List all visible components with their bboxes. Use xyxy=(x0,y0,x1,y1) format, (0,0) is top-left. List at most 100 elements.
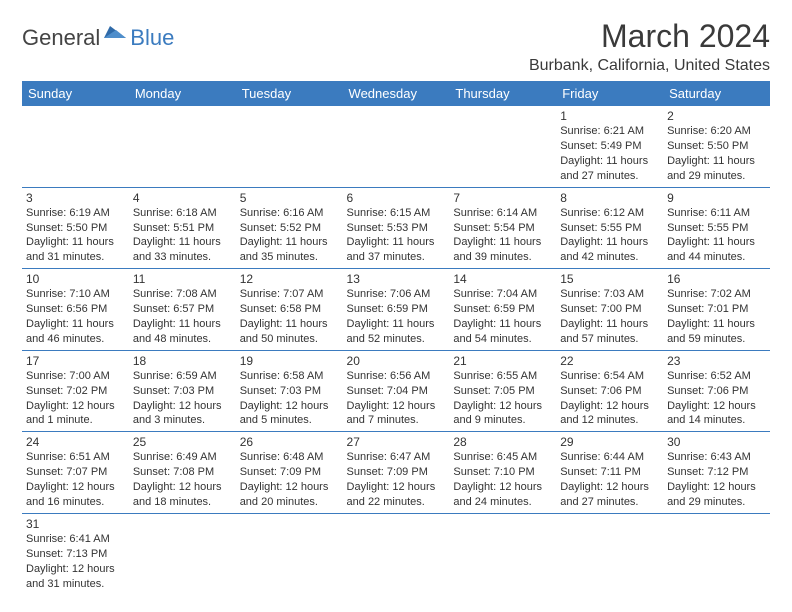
cell-line: Sunset: 7:09 PM xyxy=(240,465,339,480)
calendar-cell: 30Sunrise: 6:43 AMSunset: 7:12 PMDayligh… xyxy=(663,432,770,514)
calendar-cell: 15Sunrise: 7:03 AMSunset: 7:00 PMDayligh… xyxy=(556,269,663,351)
cell-line: and 59 minutes. xyxy=(667,332,766,347)
cell-line: and 1 minute. xyxy=(26,413,125,428)
cell-line: Daylight: 12 hours xyxy=(667,399,766,414)
calendar-row: 17Sunrise: 7:00 AMSunset: 7:02 PMDayligh… xyxy=(22,350,770,432)
cell-line: Sunset: 6:59 PM xyxy=(453,302,552,317)
cell-line: Sunrise: 6:19 AM xyxy=(26,206,125,221)
cell-line: Sunset: 6:57 PM xyxy=(133,302,232,317)
cell-line: Daylight: 12 hours xyxy=(347,480,446,495)
day-number: 9 xyxy=(667,190,766,206)
day-number: 25 xyxy=(133,434,232,450)
cell-line: Daylight: 12 hours xyxy=(240,480,339,495)
day-header: Saturday xyxy=(663,81,770,106)
calendar-cell: 31Sunrise: 6:41 AMSunset: 7:13 PMDayligh… xyxy=(22,513,129,594)
day-header: Friday xyxy=(556,81,663,106)
cell-line: Sunset: 7:01 PM xyxy=(667,302,766,317)
calendar-cell xyxy=(129,106,236,187)
header: General Blue March 2024 Burbank, Califor… xyxy=(22,18,770,75)
cell-line: and 52 minutes. xyxy=(347,332,446,347)
cell-line: Daylight: 11 hours xyxy=(560,235,659,250)
cell-line: Daylight: 11 hours xyxy=(133,317,232,332)
cell-line: Sunrise: 6:21 AM xyxy=(560,124,659,139)
cell-line: and 29 minutes. xyxy=(667,169,766,184)
calendar-cell: 29Sunrise: 6:44 AMSunset: 7:11 PMDayligh… xyxy=(556,432,663,514)
calendar-row: 31Sunrise: 6:41 AMSunset: 7:13 PMDayligh… xyxy=(22,513,770,594)
cell-line: Sunset: 7:07 PM xyxy=(26,465,125,480)
day-number: 1 xyxy=(560,108,659,124)
cell-line: Sunset: 7:06 PM xyxy=(667,384,766,399)
calendar-cell xyxy=(449,106,556,187)
cell-line: and 16 minutes. xyxy=(26,495,125,510)
calendar-cell: 9Sunrise: 6:11 AMSunset: 5:55 PMDaylight… xyxy=(663,187,770,269)
day-number: 22 xyxy=(560,353,659,369)
calendar-cell xyxy=(343,513,450,594)
cell-line: Sunset: 5:52 PM xyxy=(240,221,339,236)
day-number: 10 xyxy=(26,271,125,287)
day-number: 29 xyxy=(560,434,659,450)
cell-line: Daylight: 11 hours xyxy=(667,235,766,250)
cell-line: Daylight: 12 hours xyxy=(667,480,766,495)
day-header: Monday xyxy=(129,81,236,106)
calendar-cell: 24Sunrise: 6:51 AMSunset: 7:07 PMDayligh… xyxy=(22,432,129,514)
cell-line: Sunset: 7:00 PM xyxy=(560,302,659,317)
cell-line: Daylight: 11 hours xyxy=(26,317,125,332)
cell-line: Sunrise: 6:56 AM xyxy=(347,369,446,384)
cell-line: Sunrise: 7:00 AM xyxy=(26,369,125,384)
cell-line: and 46 minutes. xyxy=(26,332,125,347)
cell-line: Sunrise: 6:41 AM xyxy=(26,532,125,547)
cell-line: and 57 minutes. xyxy=(560,332,659,347)
cell-line: Sunrise: 6:58 AM xyxy=(240,369,339,384)
cell-line: and 5 minutes. xyxy=(240,413,339,428)
cell-line: Sunset: 7:13 PM xyxy=(26,547,125,562)
cell-line: and 50 minutes. xyxy=(240,332,339,347)
day-header: Sunday xyxy=(22,81,129,106)
cell-line: Sunrise: 6:20 AM xyxy=(667,124,766,139)
cell-line: Sunrise: 7:08 AM xyxy=(133,287,232,302)
cell-line: Sunset: 7:05 PM xyxy=(453,384,552,399)
cell-line: Daylight: 12 hours xyxy=(26,562,125,577)
cell-line: Sunrise: 7:04 AM xyxy=(453,287,552,302)
cell-line: Daylight: 11 hours xyxy=(560,317,659,332)
cell-line: Sunrise: 6:59 AM xyxy=(133,369,232,384)
day-number: 12 xyxy=(240,271,339,287)
cell-line: Daylight: 11 hours xyxy=(240,317,339,332)
calendar-cell: 19Sunrise: 6:58 AMSunset: 7:03 PMDayligh… xyxy=(236,350,343,432)
calendar-cell: 17Sunrise: 7:00 AMSunset: 7:02 PMDayligh… xyxy=(22,350,129,432)
day-number: 26 xyxy=(240,434,339,450)
calendar-cell: 11Sunrise: 7:08 AMSunset: 6:57 PMDayligh… xyxy=(129,269,236,351)
cell-line: and 24 minutes. xyxy=(453,495,552,510)
cell-line: Sunrise: 6:44 AM xyxy=(560,450,659,465)
cell-line: Sunrise: 6:47 AM xyxy=(347,450,446,465)
calendar-row: 10Sunrise: 7:10 AMSunset: 6:56 PMDayligh… xyxy=(22,269,770,351)
cell-line: and 48 minutes. xyxy=(133,332,232,347)
cell-line: Sunrise: 6:45 AM xyxy=(453,450,552,465)
cell-line: Sunrise: 6:12 AM xyxy=(560,206,659,221)
calendar-cell: 28Sunrise: 6:45 AMSunset: 7:10 PMDayligh… xyxy=(449,432,556,514)
cell-line: and 35 minutes. xyxy=(240,250,339,265)
cell-line: Sunrise: 6:11 AM xyxy=(667,206,766,221)
cell-line: Sunrise: 6:49 AM xyxy=(133,450,232,465)
cell-line: Sunset: 5:54 PM xyxy=(453,221,552,236)
cell-line: Sunset: 7:02 PM xyxy=(26,384,125,399)
cell-line: and 44 minutes. xyxy=(667,250,766,265)
cell-line: Sunset: 7:06 PM xyxy=(560,384,659,399)
calendar-row: 3Sunrise: 6:19 AMSunset: 5:50 PMDaylight… xyxy=(22,187,770,269)
cell-line: and 31 minutes. xyxy=(26,250,125,265)
cell-line: and 9 minutes. xyxy=(453,413,552,428)
calendar-cell: 14Sunrise: 7:04 AMSunset: 6:59 PMDayligh… xyxy=(449,269,556,351)
day-number: 31 xyxy=(26,516,125,532)
cell-line: Sunrise: 7:06 AM xyxy=(347,287,446,302)
calendar-cell xyxy=(129,513,236,594)
calendar-cell xyxy=(449,513,556,594)
day-number: 21 xyxy=(453,353,552,369)
cell-line: Sunset: 5:55 PM xyxy=(560,221,659,236)
cell-line: Sunset: 5:53 PM xyxy=(347,221,446,236)
cell-line: Daylight: 11 hours xyxy=(453,235,552,250)
day-header: Thursday xyxy=(449,81,556,106)
cell-line: Daylight: 12 hours xyxy=(133,480,232,495)
cell-line: and 12 minutes. xyxy=(560,413,659,428)
cell-line: Daylight: 12 hours xyxy=(560,399,659,414)
logo-text-blue: Blue xyxy=(130,25,174,51)
day-header: Wednesday xyxy=(343,81,450,106)
